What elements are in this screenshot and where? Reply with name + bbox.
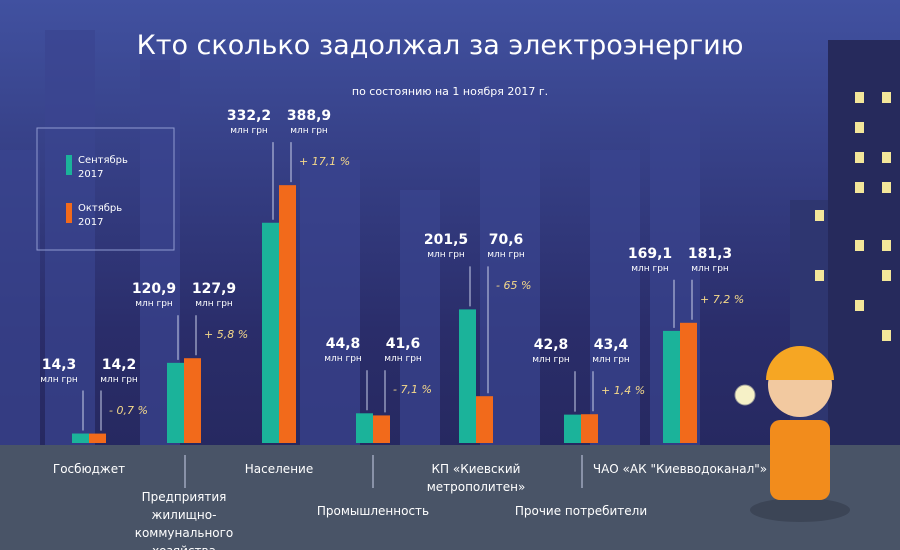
category-label: КП «Киевский метрополитен» <box>426 462 526 494</box>
value-number: 181,3 <box>687 245 733 262</box>
value-unit: млн грн <box>135 299 173 310</box>
value-number: 388,9 <box>286 108 332 125</box>
value-label: 44,8 млн грн <box>313 336 373 365</box>
value-label: 41,6 млн грн <box>373 336 433 365</box>
value-number: 41,6 <box>385 336 421 353</box>
bar <box>72 433 89 443</box>
legend-box <box>36 127 175 251</box>
value-number: 127,9 <box>191 281 237 298</box>
legend-label: Октябрь 2017 <box>78 203 123 228</box>
bar <box>476 396 493 443</box>
change-label: + 1,4 % <box>601 384 646 398</box>
value-unit: млн грн <box>487 250 525 261</box>
value-number: 70,6 <box>488 232 524 249</box>
change-label: - 7,1 % <box>393 383 432 397</box>
value-unit: млн грн <box>427 250 465 261</box>
value-label: 120,9 млн грн <box>124 281 184 310</box>
category-label: Промышленность <box>316 504 430 518</box>
separators <box>184 455 583 488</box>
value-unit: млн грн <box>384 354 422 365</box>
value-label: 14,3 млн грн <box>29 357 89 386</box>
value-label: 169,1 млн грн <box>620 246 680 275</box>
bar <box>89 433 106 443</box>
bar <box>167 362 184 443</box>
bar <box>663 330 680 443</box>
chart-subtitle: по состоянию на 1 ноября 2017 г. <box>351 85 549 98</box>
value-number: 201,5 <box>423 232 469 249</box>
value-unit: млн грн <box>100 374 138 385</box>
change-label: + 5,8 % <box>204 328 249 342</box>
legend-label: Сентябрь 2017 <box>78 155 128 180</box>
value-label: 42,8 млн грн <box>521 337 581 366</box>
value-unit: млн грн <box>290 126 328 137</box>
bar <box>279 185 296 443</box>
value-number: 14,3 <box>41 356 77 373</box>
bar <box>356 413 373 443</box>
value-unit: млн грн <box>324 354 362 365</box>
value-label: 14,2 млн грн <box>89 357 149 386</box>
legend-swatch <box>66 155 72 175</box>
value-unit: млн грн <box>195 299 233 310</box>
value-number: 120,9 <box>131 281 177 298</box>
category-label: ЧАО «АК "Киевводоканал"» <box>592 462 768 476</box>
value-label: 201,5 млн грн <box>416 232 476 261</box>
category-label: Госбюджет <box>52 462 126 476</box>
value-number: 14,2 <box>101 356 137 373</box>
value-label: 127,9 млн грн <box>184 281 244 310</box>
value-unit: млн грн <box>532 355 570 366</box>
value-unit: млн грн <box>592 355 630 366</box>
value-label: 70,6 млн грн <box>476 232 536 261</box>
change-label: + 7,2 % <box>700 292 745 306</box>
change-label: - 65 % <box>496 279 532 293</box>
value-number: 42,8 <box>533 337 569 354</box>
value-label: 181,3 млн грн <box>680 246 740 275</box>
category-label: Предприятия жилищно-коммунального хозяйс… <box>134 490 234 550</box>
bar <box>564 414 581 443</box>
value-label: 43,4 млн грн <box>581 337 641 366</box>
value-number: 43,4 <box>593 337 629 354</box>
value-number: 332,2 <box>226 108 272 125</box>
value-number: 44,8 <box>325 336 361 353</box>
bar <box>262 222 279 443</box>
legend-swatch <box>66 203 72 223</box>
change-label: - 0,7 % <box>109 403 148 417</box>
value-unit: млн грн <box>230 126 268 137</box>
value-label: 332,2 млн грн <box>219 108 279 137</box>
category-label: Прочие потребители <box>514 504 648 518</box>
change-label: + 17,1 % <box>299 155 351 169</box>
chart-title: Кто сколько задолжал за электроэнергию <box>136 30 744 61</box>
value-unit: млн грн <box>631 263 669 274</box>
value-number: 169,1 <box>627 245 673 262</box>
bar <box>680 322 697 443</box>
bar <box>459 309 476 443</box>
bar <box>581 414 598 443</box>
bar <box>184 358 201 443</box>
value-unit: млн грн <box>40 374 78 385</box>
category-label: Население <box>244 462 314 476</box>
value-unit: млн грн <box>691 263 729 274</box>
value-label: 388,9 млн грн <box>279 108 339 137</box>
ground <box>0 445 900 550</box>
bar <box>373 415 390 443</box>
worker <box>734 346 850 522</box>
